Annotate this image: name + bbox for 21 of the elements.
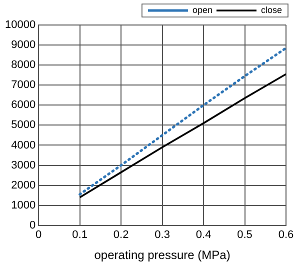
y-tick-label: 4000 [11, 139, 36, 152]
x-tick-label: 0.4 [196, 229, 212, 242]
x-tick-label: 0.2 [113, 229, 129, 242]
y-tick-label: 8000 [11, 59, 36, 72]
legend-label: close [260, 4, 282, 15]
x-tick-label: 0.6 [278, 229, 294, 242]
y-tick-label: 9000 [11, 39, 36, 52]
line-series [78, 46, 286, 196]
y-tick-label: 0 [29, 219, 36, 232]
y-tick-label: 5000 [11, 119, 36, 132]
y-tick-label: 7000 [11, 79, 36, 92]
y-tick-label: 1000 [11, 199, 36, 212]
legend-label: open [192, 4, 212, 15]
x-tick-label: 0.1 [72, 229, 88, 242]
x-axis-title: operating pressure (MPa) [94, 248, 230, 262]
x-tick-label: 0.3 [154, 229, 170, 242]
y-tick-label: 2000 [11, 179, 36, 192]
y-tick-label: 6000 [11, 99, 36, 112]
y-tick-label: 3000 [11, 159, 36, 172]
x-tick-label: 0.5 [237, 229, 252, 242]
y-tick-label: 10000 [4, 19, 36, 32]
